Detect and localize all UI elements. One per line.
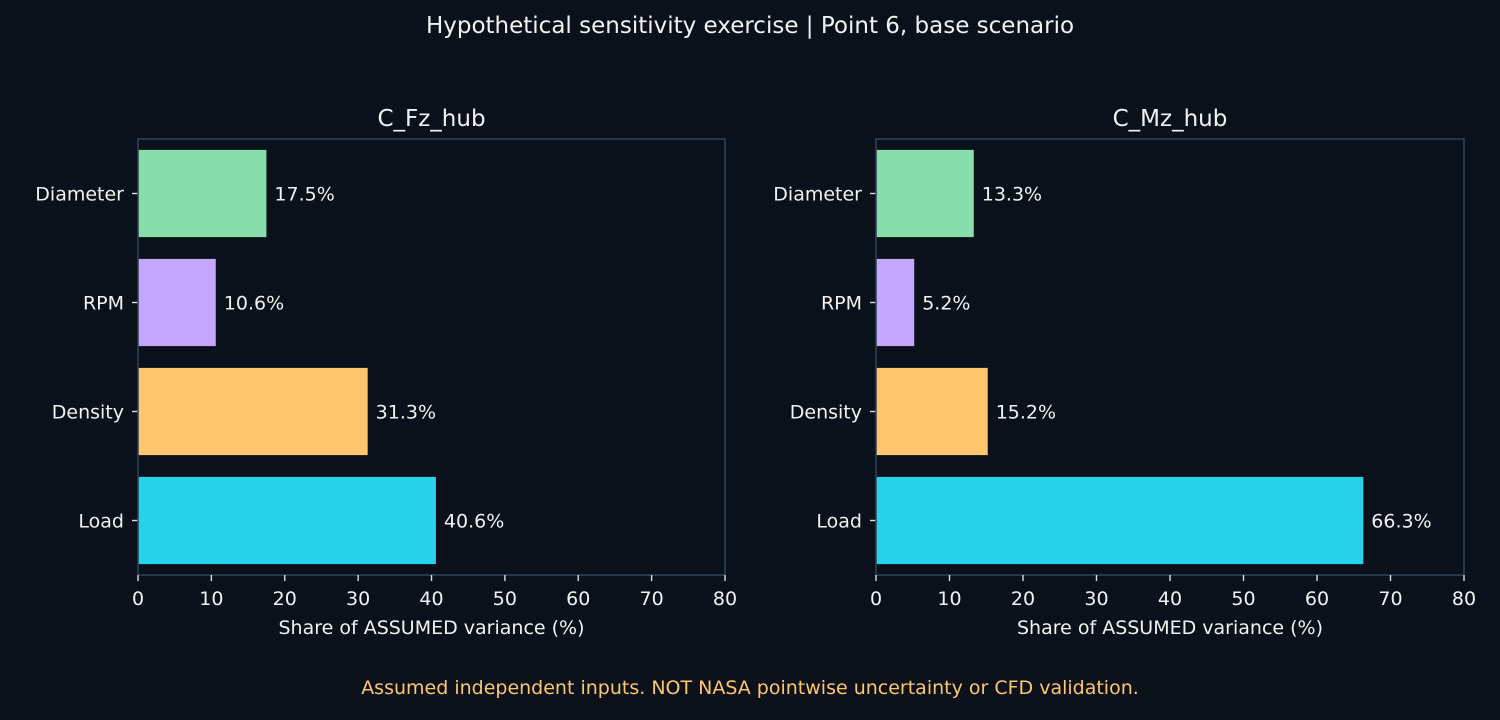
- bar-value-label: 31.3%: [376, 402, 436, 424]
- bar-load: [138, 476, 436, 565]
- x-tick-label: 40: [419, 588, 443, 610]
- y-tick-label: Load: [78, 511, 124, 533]
- y-tick-label: Load: [816, 511, 862, 533]
- panel-title: C_Mz_hub: [1113, 106, 1228, 132]
- x-tick-label: 20: [273, 588, 297, 610]
- bar-rpm: [138, 258, 216, 347]
- x-tick-label: 70: [640, 588, 664, 610]
- y-tick-label: Diameter: [773, 184, 862, 206]
- x-tick-label: 30: [346, 588, 370, 610]
- bar-value-label: 5.2%: [922, 293, 970, 315]
- bar-value-label: 17.5%: [274, 184, 334, 206]
- y-tick-label: Density: [790, 402, 862, 424]
- bar-density: [876, 367, 988, 456]
- panel-title: C_Fz_hub: [377, 106, 485, 132]
- x-tick-label: 30: [1084, 588, 1108, 610]
- x-tick-label: 10: [199, 588, 223, 610]
- x-tick-label: 0: [132, 588, 144, 610]
- bar-value-label: 15.2%: [996, 402, 1056, 424]
- footnote-disclaimer: Assumed independent inputs. NOT NASA poi…: [361, 677, 1139, 699]
- bar-density: [138, 367, 368, 456]
- x-tick-label: 20: [1011, 588, 1035, 610]
- x-axis-label: Share of ASSUMED variance (%): [1017, 617, 1323, 639]
- y-tick-label: Density: [52, 402, 124, 424]
- y-tick-label: RPM: [821, 293, 862, 315]
- bar-value-label: 40.6%: [444, 511, 504, 533]
- figure-title: Hypothetical sensitivity exercise | Poin…: [426, 13, 1074, 39]
- bar-value-label: 10.6%: [224, 293, 284, 315]
- bar-value-label: 13.3%: [982, 184, 1042, 206]
- bar-rpm: [876, 258, 915, 347]
- x-tick-label: 40: [1158, 588, 1182, 610]
- x-tick-label: 0: [870, 588, 882, 610]
- y-tick-label: RPM: [83, 293, 124, 315]
- x-tick-label: 50: [1231, 588, 1255, 610]
- bar-value-label: 66.3%: [1371, 511, 1431, 533]
- chart-panel-c-mz-hub: C_Mz_hub 13.3% Diameter 5.2% RPM 15.2% Density…: [773, 106, 1476, 639]
- bar-diameter: [876, 149, 974, 238]
- x-tick-label: 60: [566, 588, 590, 610]
- y-tick-label: Diameter: [35, 184, 124, 206]
- x-tick-label: 50: [493, 588, 517, 610]
- chart-panel-c-fz-hub: C_Fz_hub 17.5% Diameter 10.6% RPM 31.3% Densit…: [35, 106, 737, 639]
- x-axis-label: Share of ASSUMED variance (%): [278, 617, 584, 639]
- x-tick-label: 80: [713, 588, 737, 610]
- bar-load: [876, 476, 1364, 565]
- x-tick-label: 70: [1378, 588, 1402, 610]
- x-tick-label: 10: [937, 588, 961, 610]
- bar-diameter: [138, 149, 267, 238]
- x-tick-label: 60: [1305, 588, 1329, 610]
- x-tick-label: 80: [1452, 588, 1476, 610]
